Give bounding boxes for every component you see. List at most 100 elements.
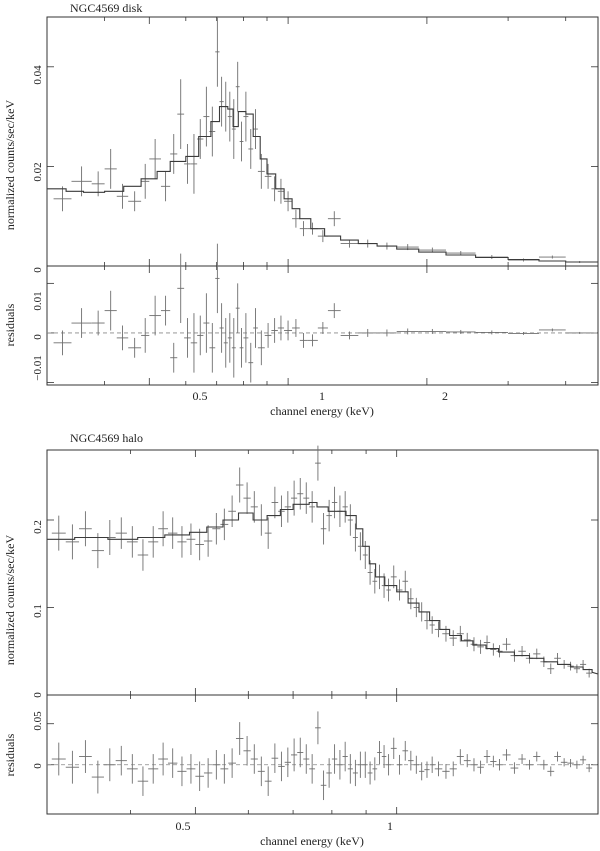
residual-point — [358, 328, 378, 337]
residual-point — [413, 755, 420, 774]
data-point — [326, 499, 332, 532]
residual-point — [203, 293, 210, 353]
halo-data-points — [51, 445, 593, 678]
residual-point — [250, 744, 258, 774]
data-point — [362, 541, 368, 569]
halo-ytick-label-0: 0 — [32, 692, 44, 698]
residual-point — [219, 303, 224, 353]
residual-point — [212, 749, 221, 780]
data-point — [413, 597, 420, 618]
residual-point — [115, 745, 127, 776]
residual-point — [292, 319, 300, 337]
data-point — [271, 486, 279, 519]
residual-point — [141, 318, 150, 353]
data-point — [197, 119, 204, 159]
data-point — [248, 129, 254, 169]
residual-point — [307, 334, 318, 347]
halo-spectrum-ticks — [46, 450, 599, 696]
data-point — [228, 495, 236, 527]
disk-xtick-label-2: 2 — [442, 389, 448, 403]
data-point — [449, 630, 457, 646]
data-point — [533, 648, 541, 660]
residual-point — [586, 763, 593, 773]
residual-point — [104, 290, 117, 331]
residual-point — [137, 766, 149, 796]
residual-point — [533, 751, 541, 762]
residual-point — [327, 303, 341, 319]
residual-point — [396, 328, 419, 335]
halo-spectrum-panel: 0 0.1 0.2 normalized counts/sec/keV — [3, 445, 599, 698]
residual-point — [51, 742, 66, 776]
residual-point — [408, 750, 414, 771]
residual-point — [326, 758, 332, 788]
data-point — [141, 163, 150, 199]
residual-point — [483, 749, 491, 764]
disk-residuals-frame — [46, 265, 599, 386]
disk-model-line — [47, 106, 598, 263]
residual-point — [126, 754, 138, 784]
residual-point — [65, 750, 80, 784]
data-point — [284, 191, 293, 212]
residual-point — [228, 748, 236, 778]
data-point — [235, 467, 244, 503]
residual-point — [386, 754, 391, 776]
data-point — [79, 511, 92, 547]
data-point — [340, 239, 359, 248]
data-point — [496, 645, 503, 658]
disk-figure: NGC4569 disk 0 0.02 0.04 normalized coun… — [3, 1, 599, 418]
residual-point — [223, 318, 228, 368]
data-point — [243, 91, 249, 142]
residual-point — [347, 754, 353, 784]
residual-point — [449, 761, 457, 777]
residual-point — [320, 770, 327, 801]
disk-data-points — [53, 17, 594, 264]
data-point — [502, 638, 511, 651]
residual-point — [215, 243, 220, 314]
data-point — [331, 486, 338, 519]
data-point — [442, 625, 450, 642]
data-point — [429, 616, 435, 634]
data-point — [277, 178, 285, 204]
residual-point — [396, 754, 403, 775]
residual-point — [573, 760, 581, 769]
data-point — [184, 143, 191, 184]
halo-xtick-label-0.5: 0.5 — [176, 819, 191, 833]
residual-point — [128, 337, 142, 358]
data-point — [456, 625, 464, 642]
data-point — [243, 482, 251, 514]
residual-point — [490, 755, 497, 768]
residual-point — [518, 754, 526, 764]
residual-point — [149, 295, 161, 336]
residual-point — [337, 749, 343, 780]
data-point — [65, 524, 80, 560]
residual-point — [560, 758, 568, 767]
residual-point — [253, 308, 258, 348]
residual-point — [442, 763, 450, 779]
residual-point — [342, 741, 348, 772]
residual-point — [116, 325, 129, 351]
residual-point — [257, 756, 265, 787]
halo-figure: NGC4569 halo 0 0.1 0.2 normalized counts… — [3, 431, 599, 848]
data-point — [91, 533, 104, 569]
residual-point — [463, 754, 471, 768]
data-point — [320, 513, 327, 545]
data-point — [390, 565, 397, 589]
residual-point — [167, 748, 178, 778]
residual-point — [203, 758, 213, 788]
data-point — [170, 134, 178, 174]
data-point — [463, 632, 471, 647]
residual-point — [554, 751, 561, 762]
data-point — [177, 526, 187, 558]
data-point — [538, 255, 566, 259]
residual-point — [170, 342, 178, 373]
data-point — [357, 532, 363, 561]
residual-point — [277, 315, 285, 341]
data-point — [235, 61, 240, 112]
residual-point — [299, 332, 308, 348]
residual-point — [271, 743, 279, 773]
data-point — [158, 511, 168, 547]
residual-point — [377, 329, 397, 337]
data-point — [309, 491, 316, 523]
residual-point — [381, 745, 387, 769]
